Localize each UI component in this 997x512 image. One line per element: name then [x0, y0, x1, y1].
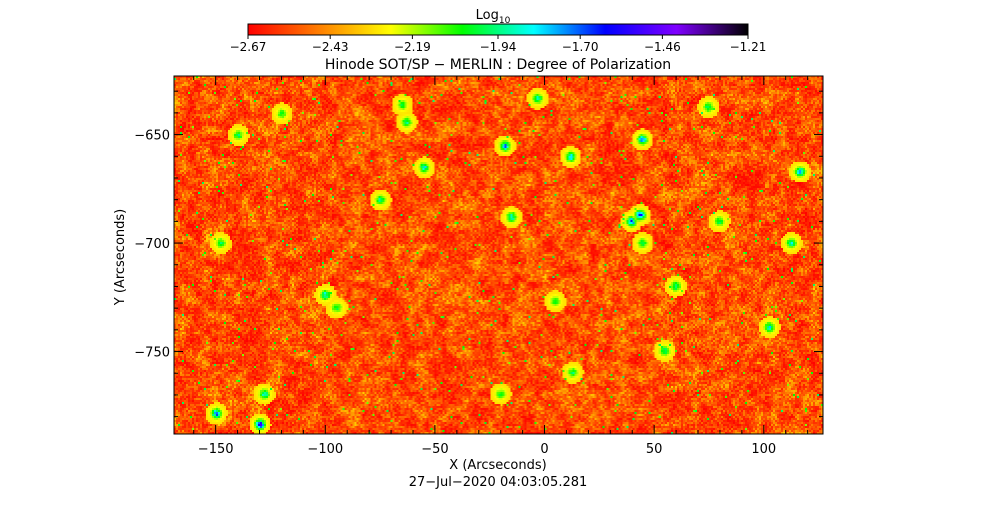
- x-tick-label: −150: [198, 442, 234, 457]
- colorbar-tick-label: −1.21: [730, 40, 767, 54]
- x-axis-label: X (Arcseconds): [449, 458, 546, 473]
- colorbar-bar: [247, 23, 749, 36]
- colorbar-tick-label: −1.94: [480, 40, 517, 54]
- colorbar-tick-label: −1.70: [562, 40, 599, 54]
- colorbar-label: Log10: [476, 8, 511, 26]
- x-axis: −150 −100 −50 0 50 100: [193, 76, 809, 457]
- y-axis: −650 −700 −750: [134, 90, 823, 418]
- y-tick-label: −700: [134, 237, 170, 252]
- colorbar: Log10 −2.67 −2.43 −2.19 −1.94 −1.70 −1.46 −1.2…: [230, 8, 767, 54]
- colorbar-tick-label: −1.46: [644, 40, 681, 54]
- plot-frame: [173, 75, 824, 435]
- x-tick-label: 50: [646, 442, 663, 457]
- colorbar-tick-label: −2.43: [312, 40, 349, 54]
- polarization-map: [174, 76, 823, 434]
- x-tick-label: −100: [307, 442, 343, 457]
- y-axis-label: Y (Arcseconds): [113, 209, 128, 306]
- timestamp: 27−Jul−2020 04:03:05.281: [409, 475, 588, 490]
- x-tick-label: 100: [751, 442, 776, 457]
- x-tick-label: 0: [540, 442, 548, 457]
- plot-area: −150 −100 −50 0 50 100 −650 −700 −750: [134, 75, 824, 457]
- colorbar-tick-label: −2.19: [394, 40, 431, 54]
- chart-title: Hinode SOT/SP − MERLIN : Degree of Polar…: [325, 57, 671, 73]
- y-tick-label: −650: [134, 129, 170, 144]
- colorbar-ticks: −2.67 −2.43 −2.19 −1.94 −1.70 −1.46 −1.21: [230, 35, 767, 54]
- x-tick-label: −50: [421, 442, 448, 457]
- y-tick-label: −750: [134, 346, 170, 361]
- colorbar-tick-label: −2.67: [230, 40, 267, 54]
